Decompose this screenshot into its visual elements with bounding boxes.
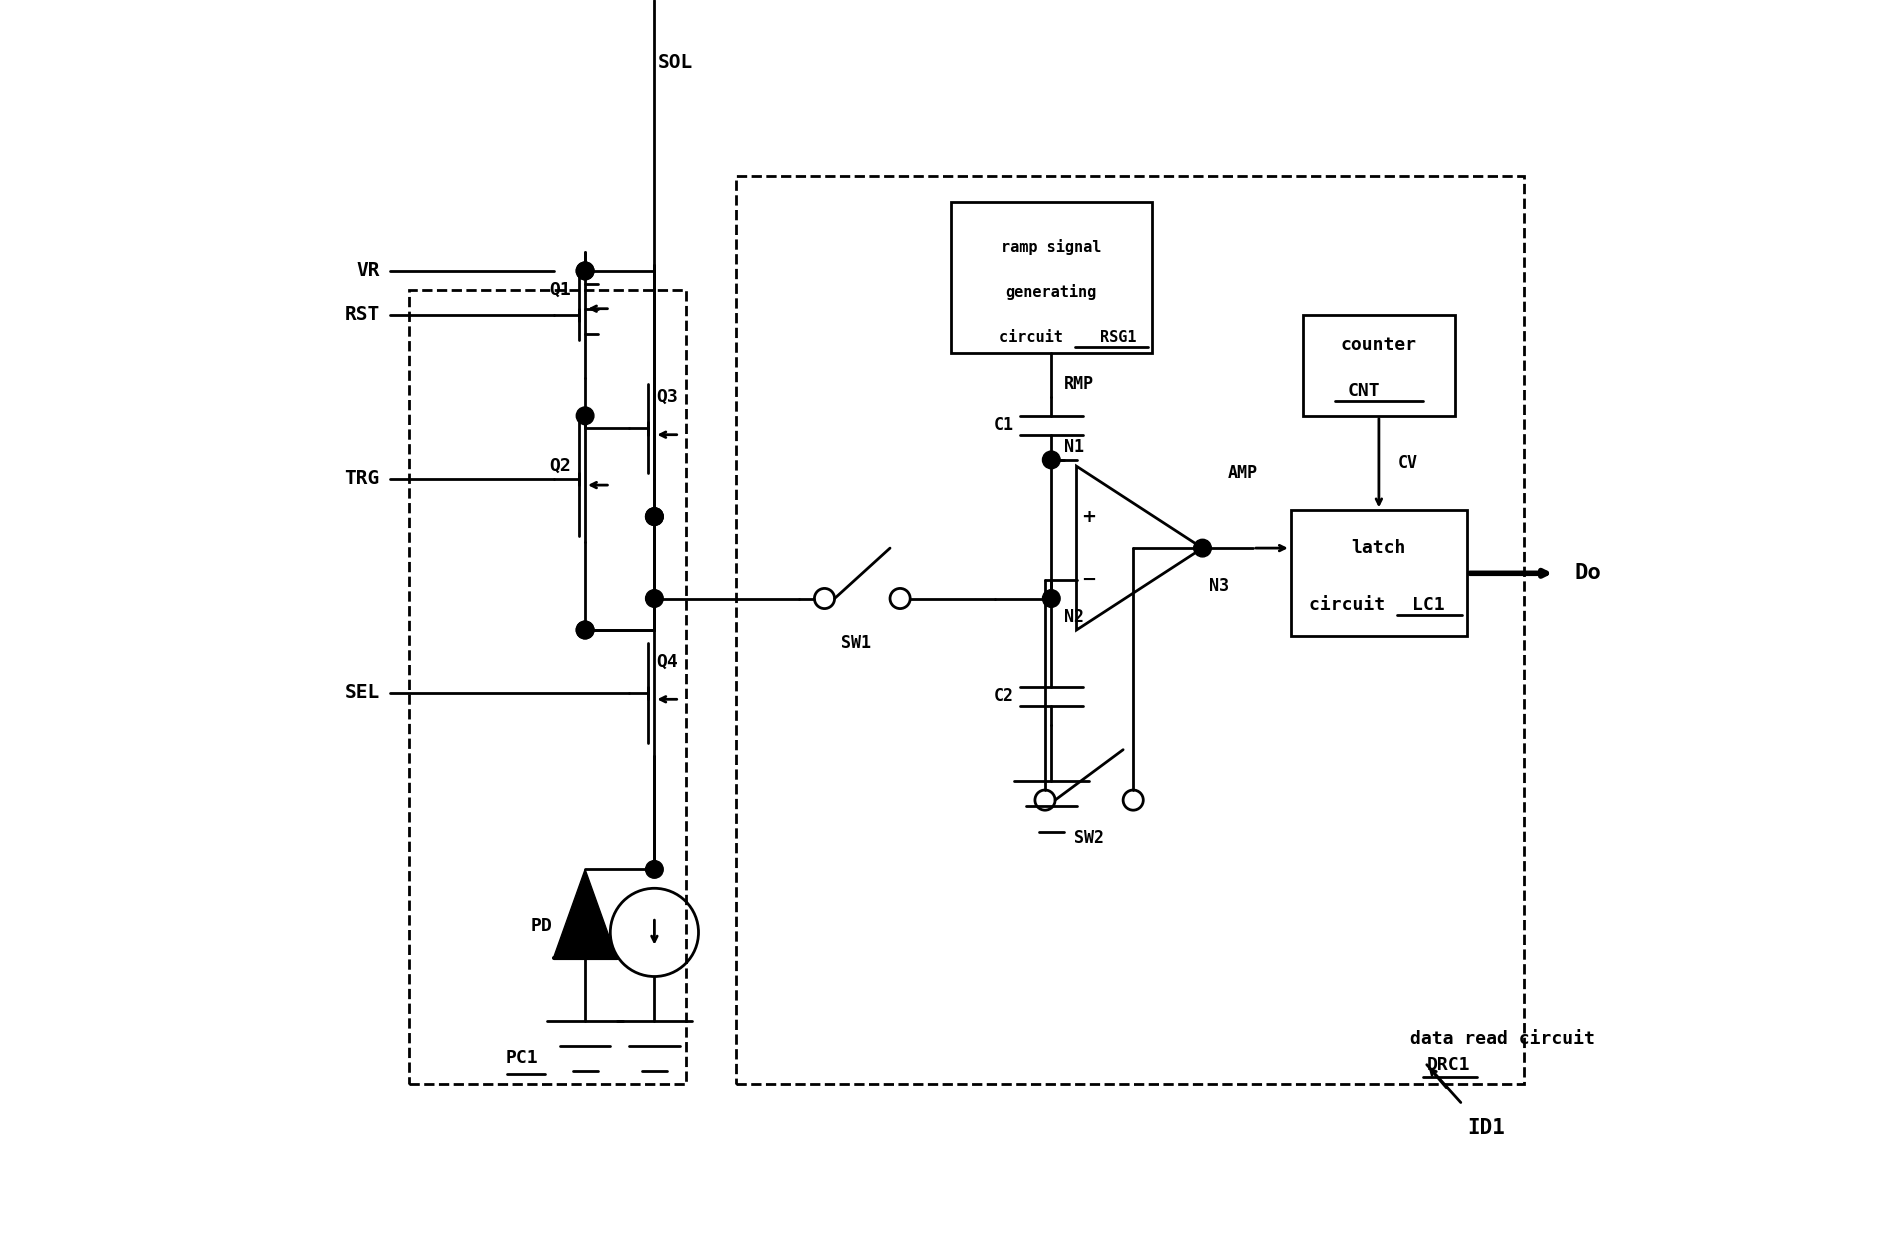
Bar bbox=[736, 176, 1525, 1084]
Circle shape bbox=[1194, 539, 1211, 557]
Text: CV: CV bbox=[1397, 454, 1418, 472]
Text: AMP: AMP bbox=[1228, 464, 1258, 481]
Polygon shape bbox=[553, 869, 616, 958]
Text: RST: RST bbox=[344, 305, 380, 325]
Circle shape bbox=[576, 407, 593, 425]
Text: Q2: Q2 bbox=[549, 457, 570, 475]
Text: RSG1: RSG1 bbox=[1099, 330, 1137, 345]
Circle shape bbox=[576, 262, 593, 280]
Bar bbox=[409, 290, 686, 1084]
Circle shape bbox=[576, 621, 593, 639]
Text: +: + bbox=[1082, 508, 1097, 525]
Text: SEL: SEL bbox=[344, 683, 380, 703]
Text: N1: N1 bbox=[1065, 438, 1084, 456]
Text: counter: counter bbox=[1340, 336, 1416, 354]
Text: circuit: circuit bbox=[998, 330, 1072, 345]
Circle shape bbox=[646, 508, 663, 525]
Text: CNT: CNT bbox=[1348, 382, 1380, 399]
Text: RMP: RMP bbox=[1065, 375, 1093, 393]
Text: TRG: TRG bbox=[344, 469, 380, 489]
Text: C1: C1 bbox=[994, 416, 1013, 433]
Text: −: − bbox=[1082, 571, 1097, 588]
Text: Q4: Q4 bbox=[656, 653, 679, 670]
Text: latch: latch bbox=[1352, 539, 1407, 557]
Text: N3: N3 bbox=[1209, 577, 1228, 595]
Text: PC1: PC1 bbox=[506, 1050, 538, 1067]
Text: PD: PD bbox=[530, 917, 551, 935]
Circle shape bbox=[1042, 451, 1061, 469]
Circle shape bbox=[646, 590, 663, 607]
Text: C2: C2 bbox=[994, 687, 1013, 704]
Circle shape bbox=[1042, 590, 1061, 607]
Text: SOL: SOL bbox=[658, 53, 694, 73]
Text: generating: generating bbox=[1006, 285, 1097, 300]
Text: SW1: SW1 bbox=[840, 634, 871, 651]
Circle shape bbox=[646, 508, 663, 525]
Text: Q1: Q1 bbox=[549, 281, 570, 299]
Text: Q3: Q3 bbox=[656, 388, 679, 406]
Bar bbox=[950, 202, 1152, 353]
Circle shape bbox=[576, 262, 593, 280]
Text: DRC1: DRC1 bbox=[1426, 1056, 1469, 1074]
Text: N2: N2 bbox=[1065, 609, 1084, 626]
Bar bbox=[1304, 315, 1454, 416]
Text: circuit: circuit bbox=[1310, 596, 1395, 614]
Text: ramp signal: ramp signal bbox=[1002, 239, 1101, 255]
Text: ID1: ID1 bbox=[1468, 1118, 1506, 1138]
Text: data read circuit: data read circuit bbox=[1411, 1031, 1606, 1048]
Text: VR: VR bbox=[357, 261, 380, 281]
Text: SW2: SW2 bbox=[1074, 829, 1104, 847]
Text: Do: Do bbox=[1574, 563, 1601, 583]
Bar bbox=[1291, 510, 1468, 636]
Circle shape bbox=[576, 621, 593, 639]
Text: LC1: LC1 bbox=[1412, 596, 1445, 614]
Circle shape bbox=[646, 861, 663, 878]
